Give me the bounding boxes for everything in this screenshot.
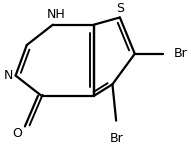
Text: N: N: [3, 69, 13, 82]
Text: S: S: [116, 2, 124, 15]
Text: NH: NH: [47, 8, 66, 21]
Text: Br: Br: [109, 132, 123, 145]
Text: Br: Br: [174, 47, 188, 60]
Text: O: O: [13, 127, 22, 140]
